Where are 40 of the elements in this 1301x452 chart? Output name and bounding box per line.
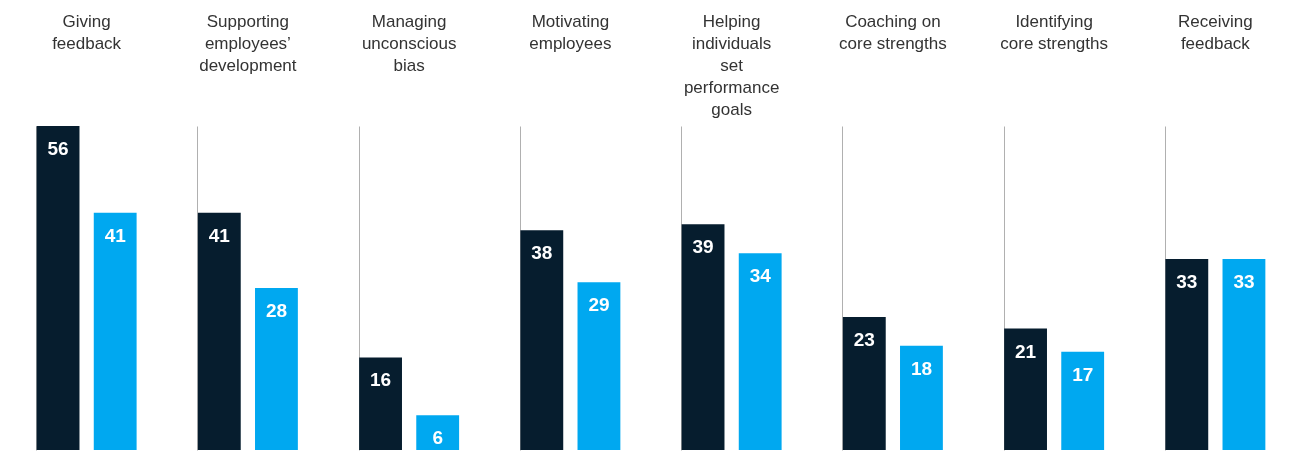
data-label: 33 — [1176, 271, 1198, 293]
bar — [1222, 259, 1266, 450]
bar — [1004, 328, 1047, 450]
bar — [900, 345, 943, 450]
data-label: 29 — [588, 294, 610, 316]
data-label: 39 — [692, 236, 714, 258]
bar — [1061, 351, 1105, 450]
x-tick-label: Coaching on core strengths — [839, 11, 947, 53]
data-label: 28 — [265, 300, 288, 321]
data-label: 23 — [853, 328, 875, 350]
bar — [738, 253, 782, 450]
bar — [1165, 259, 1209, 450]
data-label: 18 — [910, 357, 933, 379]
bar — [359, 357, 402, 450]
data-label: 38 — [531, 242, 553, 264]
x-tick-label: Helping individuals set performance goals — [683, 11, 780, 119]
x-tick-label: Giving feedback — [52, 11, 122, 53]
x-tick-label: Managing unconscious bias — [361, 11, 457, 75]
bar — [36, 126, 80, 450]
bar — [416, 415, 460, 450]
data-label: 56 — [47, 138, 69, 159]
data-label: 21 — [1014, 340, 1037, 362]
data-label: 17 — [1072, 363, 1094, 385]
bar — [577, 282, 621, 450]
data-label: 6 — [432, 427, 443, 449]
data-label: 16 — [369, 369, 392, 391]
bar — [93, 212, 137, 450]
bar — [681, 224, 725, 450]
bar — [255, 288, 298, 450]
bar — [197, 212, 241, 450]
x-tick-label: Motivating employees — [529, 11, 612, 53]
x-tick-label: Identifying core strengths — [1000, 11, 1108, 53]
bar — [842, 316, 886, 450]
x-tick-label: Receiving feedback — [1178, 11, 1253, 53]
data-label: 41 — [208, 224, 231, 246]
data-label: 41 — [104, 224, 127, 246]
data-label: 34 — [749, 265, 772, 287]
data-label: 33 — [1233, 271, 1255, 293]
x-tick-label: Supporting employees’ development — [199, 11, 297, 75]
bar — [520, 230, 564, 450]
